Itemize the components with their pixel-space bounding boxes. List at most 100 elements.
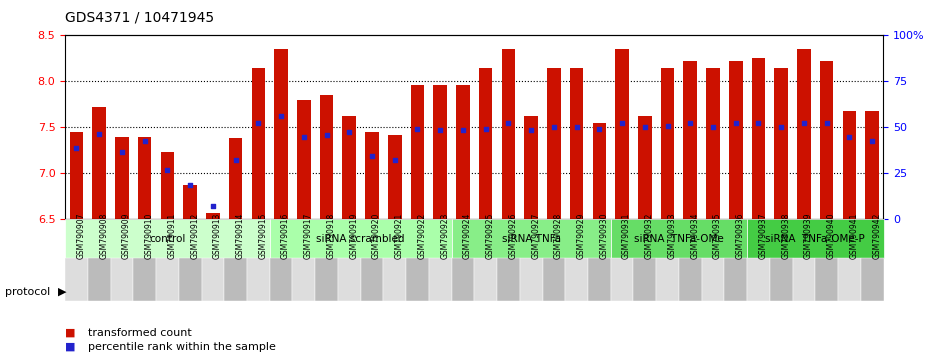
Text: siRNA  TNFa-OMe-P: siRNA TNFa-OMe-P bbox=[765, 234, 865, 244]
Text: GSM790925: GSM790925 bbox=[485, 213, 495, 259]
Point bbox=[728, 120, 743, 126]
Point bbox=[660, 123, 675, 129]
Text: GSM790929: GSM790929 bbox=[577, 213, 586, 259]
Point bbox=[432, 127, 447, 133]
Text: GSM790921: GSM790921 bbox=[394, 213, 404, 259]
FancyBboxPatch shape bbox=[679, 258, 701, 301]
Bar bbox=[161, 152, 174, 219]
FancyBboxPatch shape bbox=[520, 258, 542, 301]
Bar bbox=[479, 68, 493, 219]
Bar bbox=[751, 58, 765, 219]
FancyBboxPatch shape bbox=[383, 258, 406, 301]
Text: GSM790920: GSM790920 bbox=[372, 213, 381, 259]
Text: GSM790931: GSM790931 bbox=[622, 213, 631, 259]
Point bbox=[615, 120, 630, 126]
FancyBboxPatch shape bbox=[224, 258, 247, 301]
FancyBboxPatch shape bbox=[747, 219, 884, 258]
Point bbox=[456, 127, 471, 133]
Bar bbox=[501, 49, 515, 219]
FancyBboxPatch shape bbox=[270, 219, 452, 258]
Text: GSM790933: GSM790933 bbox=[668, 213, 676, 259]
Point bbox=[228, 157, 243, 162]
Bar bbox=[229, 138, 243, 219]
FancyBboxPatch shape bbox=[770, 258, 792, 301]
Bar bbox=[365, 132, 379, 219]
Bar bbox=[775, 68, 788, 219]
Text: GSM790941: GSM790941 bbox=[849, 213, 858, 259]
Text: GSM790938: GSM790938 bbox=[781, 213, 790, 259]
Text: GSM790942: GSM790942 bbox=[872, 213, 881, 259]
Text: ■: ■ bbox=[65, 328, 75, 338]
Bar bbox=[320, 95, 333, 219]
Point bbox=[569, 125, 584, 130]
FancyBboxPatch shape bbox=[361, 258, 383, 301]
Text: protocol: protocol bbox=[5, 287, 50, 297]
Point bbox=[342, 129, 357, 135]
FancyBboxPatch shape bbox=[701, 258, 724, 301]
Bar bbox=[820, 61, 833, 219]
FancyBboxPatch shape bbox=[497, 258, 520, 301]
FancyBboxPatch shape bbox=[338, 258, 361, 301]
Bar bbox=[251, 68, 265, 219]
FancyBboxPatch shape bbox=[65, 219, 270, 258]
Point bbox=[365, 153, 379, 159]
Bar bbox=[183, 185, 197, 219]
FancyBboxPatch shape bbox=[179, 258, 202, 301]
Point bbox=[591, 126, 606, 132]
Text: GSM790927: GSM790927 bbox=[531, 213, 540, 259]
FancyBboxPatch shape bbox=[838, 258, 861, 301]
FancyBboxPatch shape bbox=[792, 258, 816, 301]
Point bbox=[387, 157, 402, 162]
Text: control: control bbox=[149, 234, 186, 244]
Text: siRNA scrambled: siRNA scrambled bbox=[316, 234, 405, 244]
Point bbox=[501, 120, 516, 126]
Bar bbox=[706, 68, 720, 219]
Text: GSM790910: GSM790910 bbox=[145, 213, 153, 259]
FancyBboxPatch shape bbox=[247, 258, 270, 301]
FancyBboxPatch shape bbox=[747, 258, 770, 301]
Bar bbox=[115, 137, 128, 219]
Text: GSM790916: GSM790916 bbox=[281, 213, 290, 259]
FancyBboxPatch shape bbox=[816, 258, 838, 301]
Text: GSM790934: GSM790934 bbox=[690, 213, 699, 259]
FancyBboxPatch shape bbox=[156, 258, 179, 301]
Text: GSM790926: GSM790926 bbox=[509, 213, 517, 259]
FancyBboxPatch shape bbox=[111, 258, 133, 301]
Point bbox=[69, 145, 84, 150]
Point bbox=[478, 126, 493, 132]
Text: GSM790923: GSM790923 bbox=[440, 213, 449, 259]
Text: GSM790907: GSM790907 bbox=[76, 213, 86, 259]
Point bbox=[251, 120, 266, 126]
Bar bbox=[547, 68, 561, 219]
Bar bbox=[456, 85, 470, 219]
Point bbox=[842, 134, 857, 139]
Text: GSM790911: GSM790911 bbox=[167, 213, 177, 259]
Bar bbox=[525, 116, 538, 219]
Point bbox=[297, 134, 312, 139]
Text: GSM790915: GSM790915 bbox=[259, 213, 267, 259]
FancyBboxPatch shape bbox=[315, 258, 338, 301]
Text: GSM790928: GSM790928 bbox=[554, 213, 563, 259]
Point bbox=[751, 120, 766, 126]
Point bbox=[138, 138, 153, 144]
Text: ■: ■ bbox=[65, 342, 75, 352]
Text: GSM790936: GSM790936 bbox=[736, 213, 745, 259]
Point bbox=[796, 120, 811, 126]
Bar bbox=[843, 111, 857, 219]
Bar bbox=[570, 68, 583, 219]
Text: GSM790937: GSM790937 bbox=[759, 213, 767, 259]
Bar bbox=[297, 100, 311, 219]
Bar bbox=[865, 111, 879, 219]
FancyBboxPatch shape bbox=[202, 258, 224, 301]
Bar bbox=[411, 85, 424, 219]
Text: GSM790917: GSM790917 bbox=[304, 213, 312, 259]
Text: GSM790918: GSM790918 bbox=[326, 213, 336, 259]
FancyBboxPatch shape bbox=[611, 219, 747, 258]
Bar bbox=[274, 49, 288, 219]
Point bbox=[114, 149, 129, 155]
Text: GSM790932: GSM790932 bbox=[644, 213, 654, 259]
Point bbox=[865, 138, 880, 144]
Text: GSM790919: GSM790919 bbox=[350, 213, 358, 259]
Text: GSM790908: GSM790908 bbox=[100, 213, 108, 259]
Bar bbox=[92, 107, 106, 219]
